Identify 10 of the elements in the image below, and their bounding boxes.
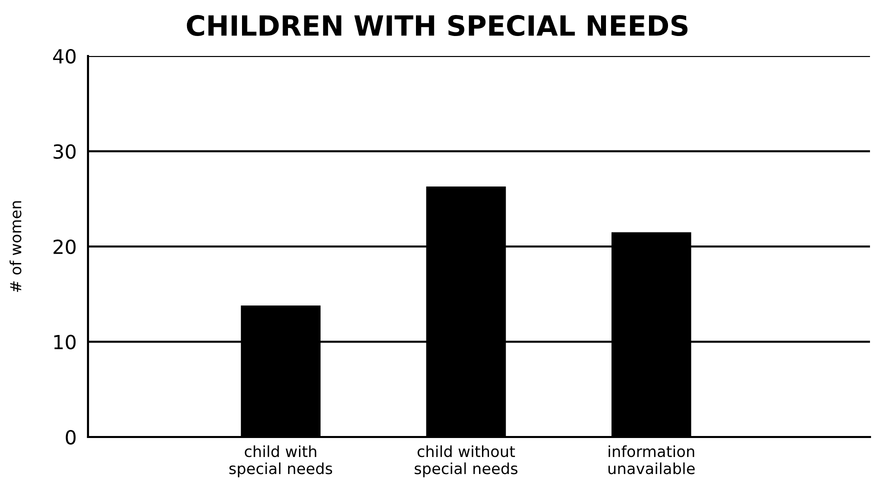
y-tick-label: 0 bbox=[66, 430, 76, 445]
x-tick-label: child with special needs bbox=[229, 445, 332, 478]
y-tick-label: 20 bbox=[54, 239, 76, 254]
x-tick-label: information unavailable bbox=[608, 445, 695, 474]
x-tick-label: child without special needs bbox=[414, 445, 518, 478]
chart-title: CHILDREN WITH SPECIAL NEEDS bbox=[186, 15, 688, 36]
y-axis-title: # of women bbox=[10, 201, 22, 292]
y-tick-label: 40 bbox=[53, 48, 76, 64]
y-tick-label: 10 bbox=[54, 334, 76, 350]
y-tick-label: 30 bbox=[54, 144, 76, 159]
